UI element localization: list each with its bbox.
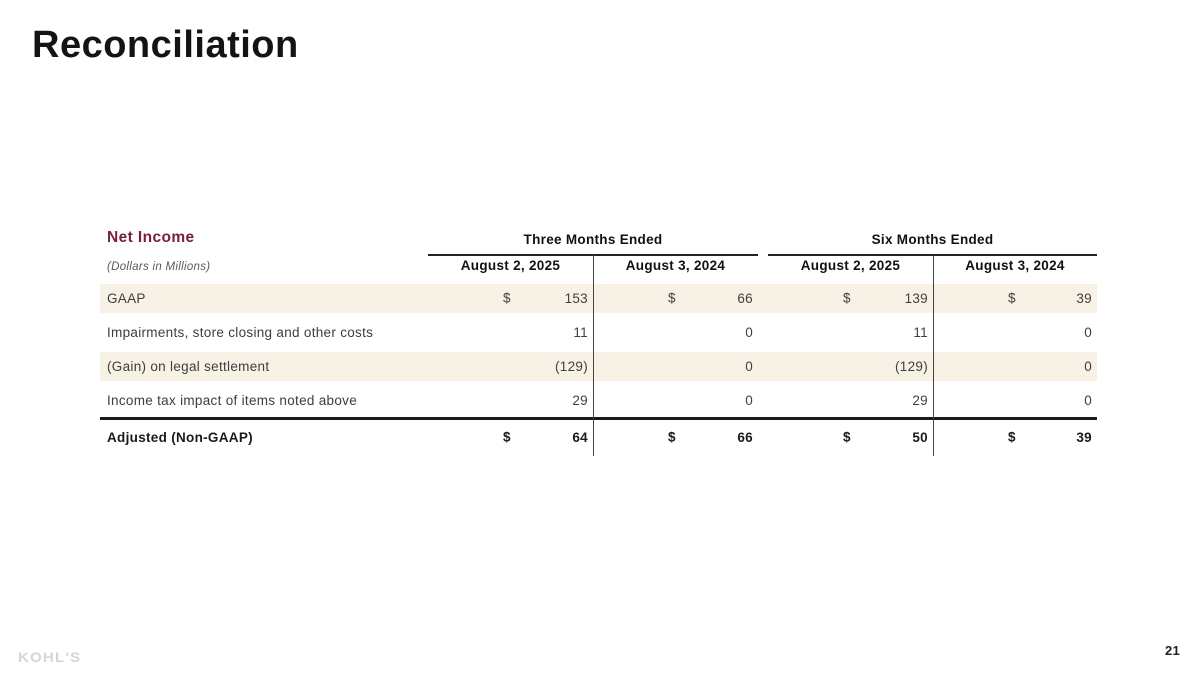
column-divider	[933, 255, 934, 456]
column-divider	[593, 255, 594, 456]
value-amount: 0	[1084, 324, 1092, 340]
currency-symbol: $	[668, 290, 676, 306]
currency-symbol: $	[503, 429, 511, 445]
table-body: GAAP $153 $66 $139 $39 Impairments, stor…	[100, 281, 1097, 417]
currency-symbol: $	[843, 429, 851, 445]
value-amount: 66	[737, 290, 753, 306]
value-amount: 11	[913, 324, 928, 340]
value-cell: 11	[768, 315, 933, 349]
table-row: GAAP $153 $66 $139 $39	[100, 281, 1097, 315]
value-amount: 64	[572, 429, 588, 445]
table-row: Income tax impact of items noted above 2…	[100, 383, 1097, 417]
table-row: (Gain) on legal settlement (129) 0 (129)…	[100, 349, 1097, 383]
value-cell: $64	[428, 420, 593, 454]
value-cell: 0	[593, 315, 758, 349]
value-cell: 11	[428, 315, 593, 349]
value-amount: 139	[904, 290, 928, 306]
value-cell: $39	[933, 281, 1097, 315]
value-amount: 0	[1084, 392, 1092, 408]
row-label: (Gain) on legal settlement	[107, 358, 270, 374]
value-cell: 29	[768, 383, 933, 417]
value-amount: (129)	[554, 358, 588, 374]
group-header-six-months: Six Months Ended	[871, 232, 994, 247]
value-cell: $66	[593, 281, 758, 315]
page-title: Reconciliation	[32, 24, 299, 66]
value-amount: 50	[912, 429, 928, 445]
value-cell: $139	[768, 281, 933, 315]
column-header-date: August 2, 2025	[800, 258, 901, 273]
value-cell: 0	[933, 349, 1097, 383]
value-cell: $50	[768, 420, 933, 454]
currency-symbol: $	[1008, 290, 1016, 306]
value-amount: 29	[572, 392, 588, 408]
value-amount: 0	[1084, 358, 1092, 374]
section-title: Net Income	[107, 229, 195, 246]
value-amount: 0	[745, 324, 753, 340]
row-label: GAAP	[107, 290, 146, 306]
value-cell: 0	[593, 349, 758, 383]
value-amount: 0	[745, 392, 753, 408]
value-amount: 11	[573, 324, 588, 340]
value-cell: 0	[593, 383, 758, 417]
row-label: Impairments, store closing and other cos…	[107, 324, 374, 340]
currency-symbol: $	[1008, 429, 1016, 445]
page-number: 21	[1164, 643, 1180, 658]
group-header-three-months: Three Months Ended	[523, 232, 663, 247]
currency-symbol: $	[503, 290, 511, 306]
value-cell: $153	[428, 281, 593, 315]
value-cell: 0	[933, 383, 1097, 417]
value-cell: 29	[428, 383, 593, 417]
column-header-date: August 3, 2024	[965, 258, 1065, 273]
total-divider-rule	[100, 417, 1097, 420]
value-cell: (129)	[768, 349, 933, 383]
table-total-row-container: Adjusted (Non-GAAP) $64 $66 $50 $39	[100, 420, 1097, 454]
value-cell: $39	[933, 420, 1097, 454]
value-amount: (129)	[894, 358, 928, 374]
table-row: Impairments, store closing and other cos…	[100, 315, 1097, 349]
value-cell: 0	[933, 315, 1097, 349]
currency-symbol: $	[668, 429, 676, 445]
table-row: Adjusted (Non-GAAP) $64 $66 $50 $39	[100, 420, 1097, 454]
value-amount: 39	[1076, 290, 1092, 306]
currency-symbol: $	[843, 290, 851, 306]
group-rule	[768, 254, 1097, 256]
value-cell: $66	[593, 420, 758, 454]
row-label: Adjusted (Non-GAAP)	[107, 429, 253, 445]
column-header-date: August 3, 2024	[625, 258, 726, 273]
value-amount: 39	[1076, 429, 1092, 445]
value-amount: 66	[737, 429, 753, 445]
value-amount: 0	[745, 358, 753, 374]
units-note: (Dollars in Millions)	[107, 261, 211, 273]
value-amount: 29	[912, 392, 928, 408]
value-cell: (129)	[428, 349, 593, 383]
column-header-date: August 2, 2025	[460, 258, 561, 273]
row-label: Income tax impact of items noted above	[107, 392, 358, 408]
kohls-logo: KOHL'S	[18, 650, 82, 665]
value-amount: 153	[564, 290, 588, 306]
